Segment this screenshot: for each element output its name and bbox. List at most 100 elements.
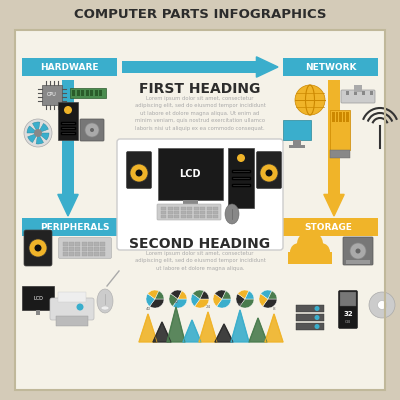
- FancyBboxPatch shape: [126, 152, 152, 188]
- Wedge shape: [261, 290, 272, 299]
- Text: FIRST HEADING: FIRST HEADING: [139, 82, 261, 96]
- Ellipse shape: [97, 289, 113, 313]
- FancyBboxPatch shape: [82, 247, 86, 250]
- Wedge shape: [263, 299, 277, 308]
- FancyBboxPatch shape: [63, 242, 68, 246]
- FancyBboxPatch shape: [22, 286, 54, 310]
- FancyBboxPatch shape: [338, 290, 358, 328]
- FancyBboxPatch shape: [194, 215, 198, 218]
- FancyBboxPatch shape: [200, 211, 205, 214]
- Text: GB: GB: [345, 320, 351, 324]
- Circle shape: [295, 85, 325, 115]
- FancyBboxPatch shape: [332, 112, 334, 122]
- FancyBboxPatch shape: [296, 305, 324, 312]
- FancyBboxPatch shape: [62, 80, 74, 194]
- Circle shape: [85, 123, 99, 137]
- FancyBboxPatch shape: [76, 247, 80, 250]
- Circle shape: [356, 248, 360, 254]
- FancyBboxPatch shape: [76, 242, 80, 246]
- FancyBboxPatch shape: [88, 247, 93, 250]
- FancyBboxPatch shape: [94, 247, 99, 250]
- FancyBboxPatch shape: [232, 170, 250, 172]
- Circle shape: [34, 129, 42, 137]
- Ellipse shape: [225, 204, 239, 224]
- FancyBboxPatch shape: [346, 112, 348, 122]
- FancyBboxPatch shape: [180, 207, 186, 210]
- FancyBboxPatch shape: [256, 152, 282, 188]
- Text: STORAGE: STORAGE: [304, 222, 352, 232]
- FancyBboxPatch shape: [122, 221, 196, 233]
- FancyBboxPatch shape: [346, 91, 349, 95]
- FancyBboxPatch shape: [330, 110, 350, 150]
- Circle shape: [90, 128, 94, 132]
- FancyBboxPatch shape: [36, 310, 40, 315]
- Circle shape: [314, 324, 320, 329]
- FancyBboxPatch shape: [100, 242, 105, 246]
- Circle shape: [312, 243, 330, 261]
- FancyBboxPatch shape: [336, 112, 338, 122]
- FancyBboxPatch shape: [100, 247, 105, 250]
- Wedge shape: [215, 290, 226, 299]
- FancyBboxPatch shape: [180, 211, 186, 214]
- FancyBboxPatch shape: [61, 122, 75, 124]
- Circle shape: [260, 164, 278, 182]
- Ellipse shape: [101, 306, 109, 310]
- FancyBboxPatch shape: [196, 221, 256, 233]
- Polygon shape: [153, 322, 171, 342]
- FancyBboxPatch shape: [342, 112, 345, 122]
- Wedge shape: [259, 294, 268, 306]
- Text: Lorem ipsum dolor sit amet, consectetur
adipiscing elit, sed do eiusmod tempor i: Lorem ipsum dolor sit amet, consectetur …: [134, 96, 266, 130]
- Text: 8: 8: [273, 307, 275, 311]
- FancyBboxPatch shape: [174, 211, 179, 214]
- FancyBboxPatch shape: [69, 247, 74, 250]
- Circle shape: [76, 304, 84, 310]
- Text: HARDWARE: HARDWARE: [40, 62, 99, 72]
- Circle shape: [64, 106, 72, 114]
- Text: CPU: CPU: [47, 92, 57, 98]
- Text: Lorem ipsum dolor sit amet, consectetur
adipiscing elit, sed do eiusmod tempor i: Lorem ipsum dolor sit amet, consectetur …: [134, 251, 266, 271]
- Polygon shape: [167, 307, 185, 342]
- FancyBboxPatch shape: [122, 61, 256, 73]
- Circle shape: [314, 315, 320, 320]
- FancyBboxPatch shape: [187, 207, 192, 210]
- Text: LCD: LCD: [33, 296, 43, 300]
- Circle shape: [297, 231, 323, 257]
- Wedge shape: [32, 122, 40, 133]
- FancyBboxPatch shape: [22, 58, 117, 76]
- FancyBboxPatch shape: [76, 252, 80, 256]
- Wedge shape: [240, 299, 254, 308]
- FancyBboxPatch shape: [278, 218, 378, 236]
- Text: COMPUTER PARTS INFOGRAPHICS: COMPUTER PARTS INFOGRAPHICS: [74, 8, 326, 20]
- FancyBboxPatch shape: [341, 90, 375, 103]
- FancyBboxPatch shape: [24, 230, 52, 266]
- FancyBboxPatch shape: [168, 215, 172, 218]
- FancyBboxPatch shape: [58, 238, 112, 258]
- FancyBboxPatch shape: [187, 211, 192, 214]
- FancyBboxPatch shape: [346, 260, 370, 264]
- Wedge shape: [171, 290, 182, 299]
- FancyBboxPatch shape: [330, 150, 350, 158]
- FancyBboxPatch shape: [362, 91, 365, 95]
- Text: 40: 40: [146, 307, 150, 311]
- FancyBboxPatch shape: [200, 215, 205, 218]
- Wedge shape: [200, 291, 209, 299]
- Wedge shape: [213, 294, 222, 306]
- Wedge shape: [217, 299, 231, 308]
- Polygon shape: [265, 314, 283, 342]
- Polygon shape: [256, 217, 278, 237]
- FancyBboxPatch shape: [283, 120, 311, 140]
- Wedge shape: [150, 299, 164, 308]
- Circle shape: [34, 244, 42, 252]
- FancyBboxPatch shape: [63, 247, 68, 250]
- Text: 24: 24: [206, 305, 210, 309]
- FancyBboxPatch shape: [293, 140, 301, 145]
- FancyBboxPatch shape: [58, 102, 78, 140]
- FancyBboxPatch shape: [340, 292, 356, 306]
- FancyBboxPatch shape: [117, 139, 283, 250]
- FancyBboxPatch shape: [61, 127, 75, 129]
- Wedge shape: [268, 291, 277, 299]
- Circle shape: [350, 243, 366, 259]
- FancyBboxPatch shape: [94, 242, 99, 246]
- Polygon shape: [249, 318, 267, 342]
- Wedge shape: [173, 299, 187, 308]
